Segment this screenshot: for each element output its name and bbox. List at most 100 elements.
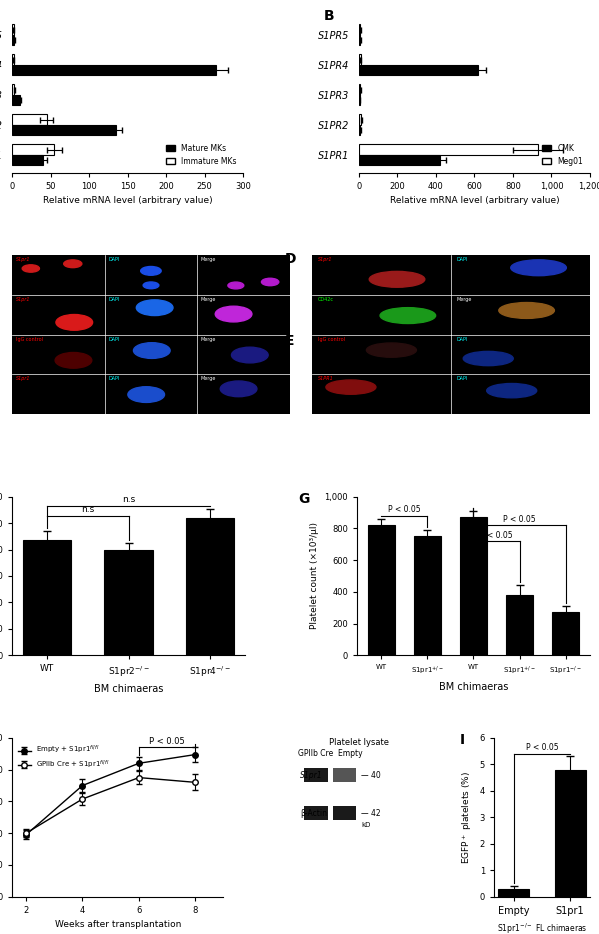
Bar — [359, 155, 440, 165]
Bar — [552, 613, 579, 656]
Text: Merge: Merge — [456, 297, 472, 302]
Circle shape — [369, 272, 425, 288]
Bar — [555, 770, 586, 897]
Text: P < 0.05: P < 0.05 — [149, 737, 185, 746]
Circle shape — [55, 352, 92, 368]
Bar — [12, 35, 14, 46]
Bar — [186, 517, 234, 656]
Bar — [359, 84, 361, 95]
Bar — [104, 549, 153, 656]
Bar — [12, 65, 216, 76]
Text: S1pr1: S1pr1 — [301, 771, 323, 780]
Circle shape — [134, 343, 170, 359]
Text: kD: kD — [361, 822, 370, 828]
Bar — [333, 806, 356, 820]
X-axis label: BM chimaeras: BM chimaeras — [94, 685, 163, 694]
Bar — [359, 125, 361, 135]
Text: S1pr1: S1pr1 — [16, 297, 30, 302]
Text: G: G — [299, 492, 310, 506]
Text: S1PR1: S1PR1 — [317, 376, 334, 381]
Text: S1pr1: S1pr1 — [317, 257, 332, 262]
Text: P < 0.05: P < 0.05 — [388, 505, 420, 515]
Bar — [304, 806, 328, 820]
Text: D: D — [285, 252, 296, 266]
Y-axis label: Platelet count (×10³/μl): Platelet count (×10³/μl) — [310, 522, 319, 630]
Bar — [12, 155, 43, 165]
Text: P < 0.05: P < 0.05 — [503, 515, 536, 524]
Bar — [359, 65, 478, 76]
Circle shape — [487, 384, 537, 398]
Circle shape — [511, 260, 566, 276]
X-axis label: Relative mRNA level (arbitrary value): Relative mRNA level (arbitrary value) — [389, 196, 559, 205]
Bar — [359, 95, 360, 106]
Bar — [12, 95, 20, 106]
Text: — 40: — 40 — [361, 771, 381, 780]
Circle shape — [56, 315, 93, 331]
Text: DAPI: DAPI — [108, 297, 120, 302]
Circle shape — [137, 300, 173, 316]
Text: CD42c: CD42c — [317, 297, 334, 302]
Text: DAPI: DAPI — [108, 376, 120, 381]
Bar — [359, 144, 538, 155]
Circle shape — [141, 266, 161, 276]
Bar — [359, 54, 361, 65]
Text: DAPI: DAPI — [108, 336, 120, 342]
Circle shape — [63, 260, 82, 268]
Circle shape — [220, 381, 257, 397]
Text: E: E — [285, 333, 294, 347]
Text: S1pr1: S1pr1 — [16, 257, 30, 262]
Text: Merge: Merge — [201, 336, 216, 342]
Text: Merge: Merge — [201, 376, 216, 381]
Bar — [413, 536, 441, 656]
Text: IgG control: IgG control — [317, 336, 344, 342]
Bar — [359, 35, 361, 46]
Text: I: I — [460, 733, 465, 747]
Bar — [12, 114, 47, 125]
Circle shape — [463, 351, 513, 366]
Text: S1pr1: S1pr1 — [16, 376, 30, 381]
Bar — [12, 144, 55, 155]
Text: — 42: — 42 — [361, 809, 380, 818]
Bar — [368, 525, 395, 656]
Bar — [459, 517, 488, 656]
Legend: CMK, Meg01: CMK, Meg01 — [539, 141, 586, 169]
Bar — [12, 84, 14, 95]
Bar — [333, 768, 356, 783]
Circle shape — [367, 343, 416, 358]
Circle shape — [215, 306, 252, 322]
Text: GPIIb Cre  Empty: GPIIb Cre Empty — [298, 749, 362, 758]
Bar — [304, 768, 328, 783]
Bar — [12, 24, 14, 35]
X-axis label: BM chimaeras: BM chimaeras — [439, 682, 508, 692]
Bar — [12, 125, 116, 135]
Text: n.s: n.s — [81, 505, 95, 515]
Text: Merge: Merge — [201, 257, 216, 262]
Bar — [498, 889, 530, 897]
Bar — [359, 24, 361, 35]
X-axis label: Weeks after transplantation: Weeks after transplantation — [55, 920, 181, 929]
Text: n.s: n.s — [122, 495, 135, 503]
Circle shape — [499, 303, 555, 318]
Bar — [359, 114, 361, 125]
Legend: Empty + S1pr1$^{fl/fl}$, GPIIb Cre + S1pr1$^{fl/fl}$: Empty + S1pr1$^{fl/fl}$, GPIIb Cre + S1p… — [16, 742, 113, 773]
Bar — [23, 540, 71, 656]
Circle shape — [128, 387, 165, 403]
Text: P < 0.05: P < 0.05 — [526, 743, 558, 753]
Text: DAPI: DAPI — [108, 257, 120, 262]
Text: IgG control: IgG control — [16, 336, 43, 342]
Text: β-Actin: β-Actin — [301, 809, 328, 818]
Circle shape — [228, 282, 244, 289]
X-axis label: Relative mRNA level (arbitrary value): Relative mRNA level (arbitrary value) — [43, 196, 213, 205]
Legend: Mature MKs, Immature MKs: Mature MKs, Immature MKs — [162, 141, 240, 169]
Text: DAPI: DAPI — [456, 257, 468, 262]
Circle shape — [22, 265, 40, 272]
Text: Merge: Merge — [201, 297, 216, 302]
Circle shape — [326, 380, 376, 394]
Bar — [506, 595, 533, 656]
Bar — [12, 54, 14, 65]
Circle shape — [231, 347, 268, 363]
Text: DAPI: DAPI — [456, 376, 468, 381]
Y-axis label: EGFP$^+$ platelets (%): EGFP$^+$ platelets (%) — [460, 771, 474, 864]
X-axis label: S1pr1$^{-/-}$ FL chimaeras: S1pr1$^{-/-}$ FL chimaeras — [497, 921, 587, 934]
Text: DAPI: DAPI — [456, 336, 468, 342]
